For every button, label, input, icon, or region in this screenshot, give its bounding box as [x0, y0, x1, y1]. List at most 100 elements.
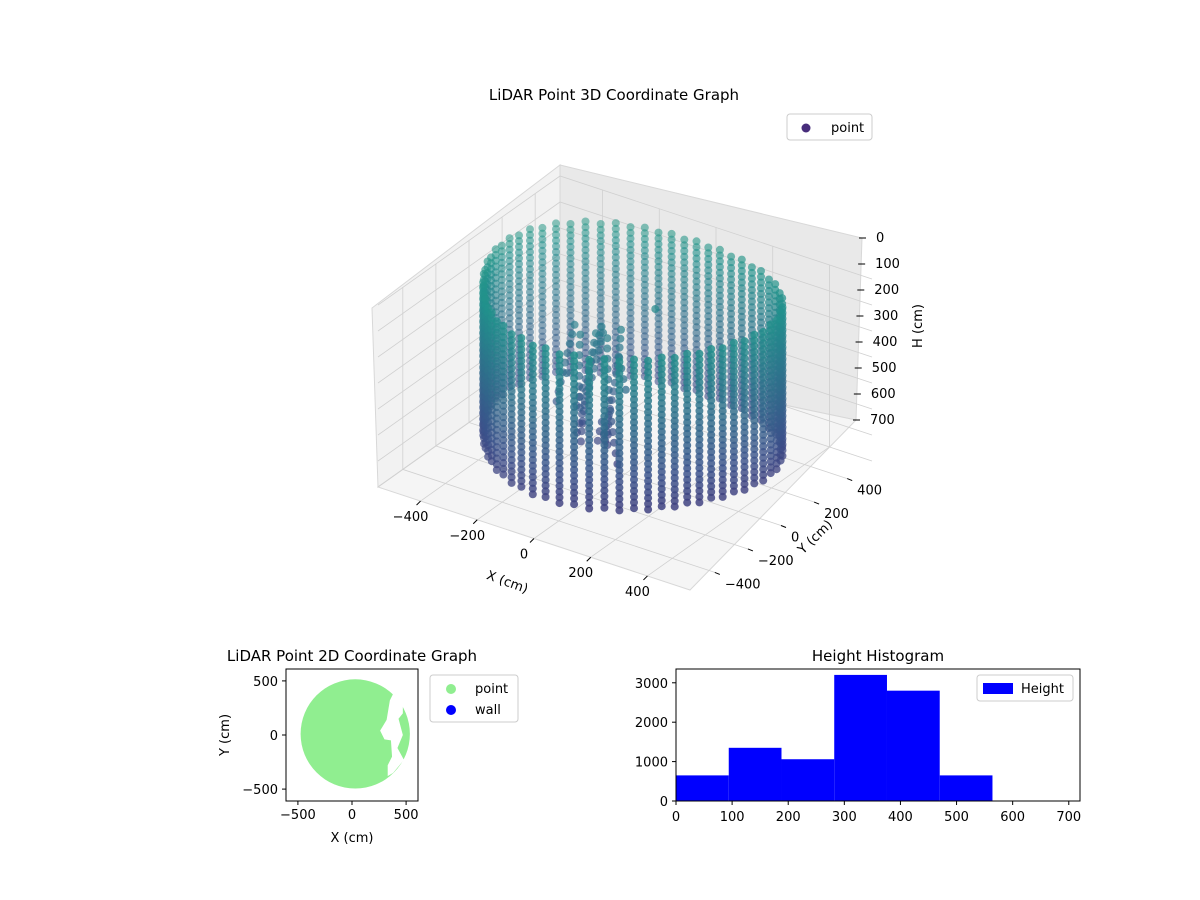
scatter-3d-point	[630, 469, 638, 478]
scatter-3d-point	[764, 304, 773, 313]
scatter-3d-point	[750, 393, 759, 402]
scatter-3d-point	[526, 316, 534, 325]
scatter-3d-point	[729, 401, 738, 410]
scatter-3d-point	[670, 434, 679, 442]
scatter-3d-point	[552, 253, 560, 262]
scatter-3d-point	[607, 417, 616, 426]
scatter-3d-point	[600, 452, 609, 461]
scatter-3d-point	[555, 436, 564, 445]
scatter-3d-point	[600, 366, 609, 375]
scatter-3d-point	[670, 445, 679, 454]
scatter-3d-point	[695, 481, 704, 490]
scatter-3d-point	[630, 464, 638, 473]
scatter-3d-point	[515, 311, 523, 320]
scatter-3d-point	[657, 382, 666, 391]
scatter-3d-point	[644, 436, 653, 445]
scatter-3d-point	[526, 236, 534, 245]
scatter-3d-point	[654, 291, 663, 300]
y-tick-label-3d: −200	[758, 554, 794, 569]
scatter-3d-point	[683, 378, 692, 387]
scatter-3d-point	[552, 339, 560, 348]
scatter-3d-point	[759, 362, 768, 371]
scatter-3d-point	[757, 318, 765, 327]
histogram-bar	[676, 775, 729, 801]
scatter-3d-point	[492, 380, 501, 389]
scatter-3d-point	[497, 293, 506, 302]
scatter-3d-point	[740, 342, 749, 351]
scatter-3d-point	[626, 303, 635, 312]
scatter-3d-point	[611, 270, 620, 279]
scatter-3d-point	[528, 444, 537, 453]
scatter-3d-point	[507, 398, 516, 407]
scatter-3d-point	[695, 486, 704, 495]
scatter-3d-point	[596, 254, 605, 263]
scatter-3d-point	[570, 408, 579, 417]
z-tick-label-3d: 300	[873, 309, 898, 324]
scatter-3d-point	[695, 401, 704, 410]
scatter-3d-point	[740, 462, 749, 471]
scatter-3d-point	[737, 301, 746, 310]
scatter-3d-point	[670, 365, 679, 374]
scatter-3d-point	[718, 407, 727, 416]
scatter-3d-point	[611, 253, 620, 262]
scatter-3d-point	[552, 259, 560, 268]
scatter-3d-point	[670, 422, 679, 431]
scatter-3d-point	[552, 293, 560, 302]
scatter-3d-point	[630, 384, 638, 393]
scatter-3d-point	[566, 265, 575, 274]
scatter-3d-point	[552, 316, 560, 325]
scatter-3d-point	[528, 347, 537, 356]
histogram-y-tick-label: 3000	[635, 677, 668, 692]
scatter-3d-point	[541, 470, 550, 479]
scatter-3d-point	[603, 344, 612, 353]
legend-2d-marker-point	[446, 684, 456, 694]
scatter-3d-point	[707, 476, 716, 485]
scatter-3d-point	[750, 450, 759, 459]
scatter-3d-point	[766, 417, 775, 426]
scatter-3d-point	[596, 337, 605, 346]
scatter-3d-point	[600, 395, 609, 404]
scatter-3d-point	[528, 478, 537, 487]
scatter-3d-point	[570, 454, 579, 463]
scatter-3d-point	[570, 362, 579, 371]
scatter-3d-point	[585, 401, 594, 410]
x-tick-label-3d: 200	[568, 566, 593, 581]
scatter-3d-point	[740, 337, 749, 346]
scatter-3d-point	[541, 390, 550, 399]
scatter-3d-point	[526, 311, 534, 319]
scatter-3d-point	[630, 389, 638, 398]
scatter-3d-point	[683, 424, 692, 433]
scatter-3d-point	[507, 421, 516, 430]
scatter-3d-point	[759, 459, 768, 468]
scatter-3d-point	[630, 492, 638, 501]
histogram-y-tick-label: 1000	[635, 756, 668, 771]
scatter-3d-point	[575, 403, 584, 412]
scatter-3d-point	[718, 470, 727, 478]
scatter-3d-point	[492, 328, 501, 337]
scatter-3d-point	[615, 397, 624, 406]
scatter-3d-point	[600, 498, 609, 507]
scatter-3d-point	[541, 361, 550, 370]
scatter-3d-point	[499, 361, 508, 370]
scatter-3d-point	[718, 424, 727, 433]
scatter-3d-point	[644, 499, 653, 508]
scatter-3d-point	[517, 356, 526, 365]
scatter-3d-point	[759, 408, 768, 416]
scatter-3d-point	[644, 385, 653, 394]
scatter-3d-point	[657, 359, 666, 368]
histogram-bar	[834, 674, 887, 801]
scatter-3d-point	[596, 294, 605, 303]
scatter-3d-point	[541, 384, 550, 393]
scatter-3d-point	[616, 334, 625, 343]
scatter-3d-point	[615, 432, 624, 441]
scatter-3d-point	[596, 265, 605, 274]
scatter-3d-point	[499, 378, 508, 387]
scatter-3d-point	[528, 415, 537, 424]
scatter-3d-point	[670, 353, 679, 362]
scatter-3d-point	[596, 260, 605, 268]
scatter-3d-point	[715, 308, 724, 317]
scatter-3d-point	[526, 265, 534, 274]
scatter-3d-point	[505, 302, 514, 311]
x-tick-label-2d: 500	[394, 808, 419, 823]
scatter-3d-point	[695, 355, 704, 364]
